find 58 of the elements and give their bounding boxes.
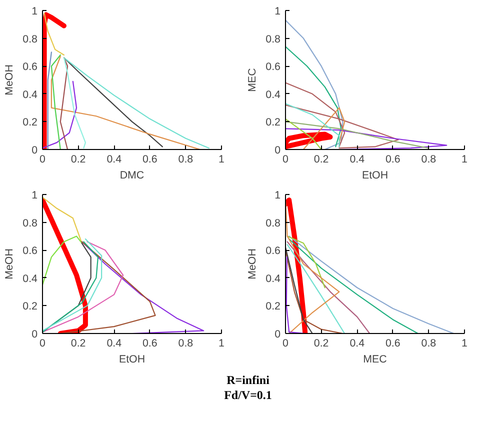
x-tick-label: 0.8	[178, 154, 194, 166]
y-tick-label: 0.4	[266, 272, 281, 285]
x-tick-label: 0.4	[106, 338, 122, 350]
y-tick-label: 0.8	[22, 33, 38, 46]
y-tick-label: 0	[274, 328, 281, 340]
x-axis-title: EtOH	[118, 354, 146, 366]
x-tick-label: 0	[40, 338, 46, 350]
x-tick-label: 0.8	[178, 338, 194, 350]
x-tick-label: 0.2	[70, 154, 86, 166]
x-tick-label: 0	[40, 154, 46, 166]
y-tick-label: 0.6	[22, 245, 38, 258]
x-tick-label: 0.4	[106, 154, 122, 166]
x-tick-label: 0	[282, 338, 289, 350]
y-tick-label: 0	[274, 144, 281, 156]
x-tick-label: 0	[282, 154, 289, 166]
x-tick-label: 0.2	[314, 338, 329, 350]
y-axis-title: MeOH	[246, 248, 259, 280]
x-tick-label: 0.4	[350, 338, 365, 350]
x-axis-title: MEC	[363, 354, 388, 366]
y-tick-label: 0.4	[22, 88, 38, 101]
x-axis-title: EtOH	[362, 170, 388, 182]
y-axis-title: MeOH	[4, 248, 16, 280]
y-tick-label: 0.4	[266, 88, 281, 101]
x-tick-label: 1	[218, 338, 225, 350]
y-tick-label: 0.4	[22, 272, 38, 285]
x-tick-label: 1	[218, 154, 225, 166]
y-tick-label: 0	[32, 144, 38, 156]
x-tick-label: 1	[462, 154, 468, 166]
y-axis-title: MeOH	[4, 64, 16, 96]
x-axis-title: DMC	[120, 170, 144, 182]
y-tick-label: 0.8	[266, 217, 281, 230]
x-tick-label: 0.6	[385, 338, 400, 350]
y-tick-label: 1	[32, 6, 38, 18]
x-tick-label: 0.8	[421, 338, 436, 350]
x-tick-label: 0.2	[314, 154, 329, 166]
x-tick-label: 0.8	[421, 154, 436, 166]
y-tick-label: 0.8	[266, 33, 281, 46]
text: R=infini	[226, 373, 270, 387]
y-tick-label: 0.6	[266, 61, 281, 74]
y-tick-label: 1	[32, 190, 38, 202]
text: Fd/V=0.1	[224, 388, 272, 402]
x-tick-label: 0.4	[350, 154, 365, 166]
x-tick-label: 0.6	[142, 338, 158, 350]
x-tick-label: 0.6	[385, 154, 400, 166]
y-tick-label: 0.2	[266, 300, 281, 313]
x-tick-label: 0.6	[142, 154, 158, 166]
y-tick-label: 1	[274, 190, 281, 202]
y-tick-label: 0.2	[22, 300, 38, 313]
y-tick-label: 0	[32, 328, 38, 340]
y-tick-label: 0.8	[22, 217, 38, 230]
y-axis-title: MEC	[246, 68, 259, 92]
y-tick-label: 0.6	[266, 245, 281, 258]
y-tick-label: 0.6	[22, 61, 38, 74]
y-tick-label: 0.2	[22, 116, 38, 129]
x-tick-label: 0.2	[70, 338, 86, 350]
y-tick-label: 1	[274, 6, 281, 18]
x-tick-label: 1	[462, 338, 468, 350]
y-tick-label: 0.2	[266, 116, 281, 129]
